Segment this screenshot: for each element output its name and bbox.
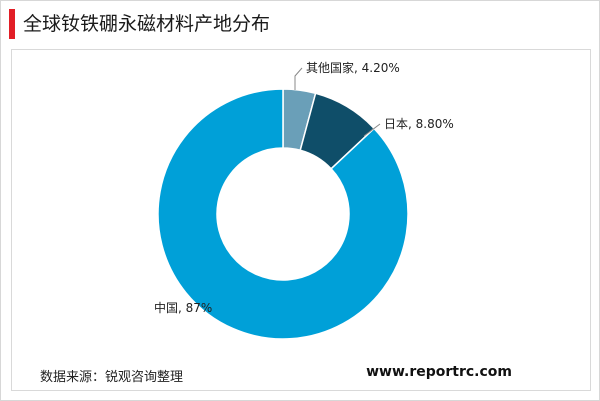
chart-panel: 其他国家, 4.20% 日本, 8.80% 中国, 87% 数据来源：锐观咨询整理 …: [11, 49, 591, 391]
slice-label-1: 其他国家, 4.20%: [306, 60, 400, 75]
slice-label-3: 中国, 87%: [154, 300, 212, 315]
donut-slices: [157, 88, 409, 340]
website-link[interactable]: www.reportrc.com: [366, 364, 512, 380]
leader-lines: [294, 67, 381, 137]
page-title: 全球钕铁硼永磁材料产地分布: [23, 13, 271, 35]
slice-labels: 其他国家, 4.20% 日本, 8.80% 中国, 87%: [154, 60, 454, 315]
slice-label-2: 日本, 8.80%: [384, 117, 454, 131]
title-accent-bar: [9, 9, 15, 39]
leader-line-2: [363, 123, 381, 137]
donut-slice-3: [157, 88, 409, 340]
donut-chart: 其他国家, 4.20% 日本, 8.80% 中国, 87%: [154, 60, 454, 340]
source-note: 数据来源：锐观咨询整理: [40, 370, 184, 385]
leader-line-1: [294, 67, 303, 90]
